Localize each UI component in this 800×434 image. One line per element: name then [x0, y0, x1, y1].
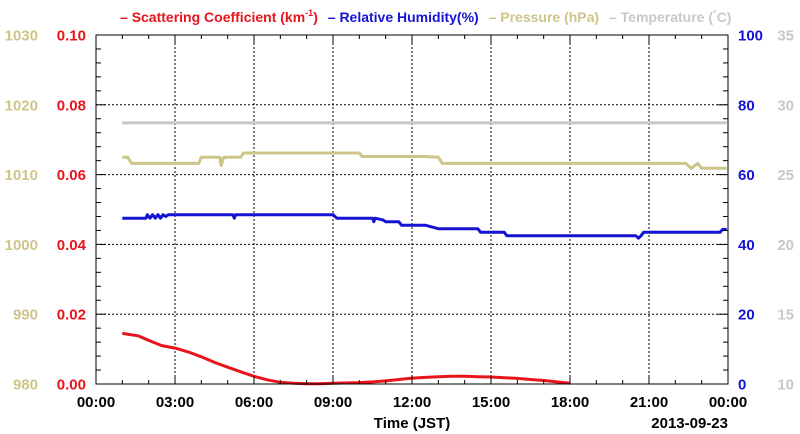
humidity-tick-label: 20 [738, 307, 755, 324]
series-line-scattering [122, 331, 571, 386]
series-line-humidity [122, 213, 727, 240]
x-tick-label: 18:00 [551, 394, 589, 411]
pressure-tick-label: 1020 [5, 97, 38, 114]
scattering-tick-label: 0.08 [57, 97, 86, 114]
x-tick-label: 06:00 [235, 394, 273, 411]
axes: 00:00 03:00 06:00 09:00 12:00 15:00 18:00 21:00… [5, 28, 794, 412]
temperature-tick-label: 30 [777, 97, 794, 114]
x-tick-label: 00:00 [709, 394, 747, 411]
x-axis-title: Time (JST) [374, 415, 450, 432]
legend-humidity: – Relative Humidity(%) [328, 9, 479, 25]
scattering-tick-label: 0.00 [57, 377, 86, 394]
scattering-tick-label: 0.06 [57, 167, 86, 184]
x-tick-label: 15:00 [472, 394, 510, 411]
scattering-tick-label: 0.04 [57, 237, 87, 254]
series-line-pressure [122, 151, 727, 170]
chart-legend: – Scattering Coefficient (km-1) – Relati… [120, 8, 731, 25]
x-tick-label: 00:00 [77, 394, 115, 411]
humidity-tick-label: 0 [738, 377, 746, 394]
temperature-tick-label: 35 [777, 28, 794, 45]
x-tick-label: 09:00 [314, 394, 352, 411]
legend-scattering: – Scattering Coefficient (km-1) [120, 8, 318, 25]
x-tick-label: 21:00 [630, 394, 668, 411]
x-tick-label: 03:00 [156, 394, 194, 411]
pressure-tick-label: 1010 [5, 167, 38, 184]
temperature-tick-label: 20 [777, 237, 794, 254]
temperature-tick-label: 15 [777, 307, 794, 324]
x-tick-label: 12:00 [393, 394, 431, 411]
humidity-tick-label: 60 [738, 167, 755, 184]
temperature-tick-label: 25 [777, 167, 794, 184]
humidity-tick-label: 100 [738, 28, 763, 45]
pressure-tick-label: 1000 [5, 237, 38, 254]
humidity-tick-label: 80 [738, 97, 755, 114]
pressure-tick-label: 980 [13, 377, 38, 394]
date-label: 2013-09-23 [651, 415, 728, 432]
pressure-tick-label: 990 [13, 307, 38, 324]
legend-temperature: – Temperature (°C) [609, 8, 731, 25]
grid-lines [96, 35, 728, 384]
pressure-tick-label: 1030 [5, 28, 38, 45]
legend-pressure: – Pressure (hPa) [489, 9, 600, 25]
humidity-tick-label: 40 [738, 237, 755, 254]
series-layer [122, 121, 727, 386]
scattering-tick-label: 0.10 [57, 28, 86, 45]
temperature-tick-label: 10 [777, 377, 794, 394]
scattering-tick-label: 0.02 [57, 307, 86, 324]
